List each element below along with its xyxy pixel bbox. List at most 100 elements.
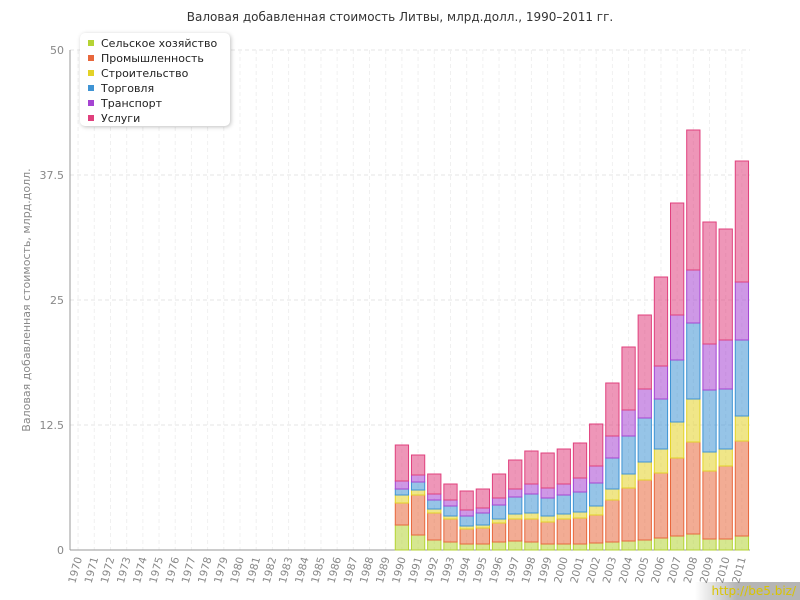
bar-segment: [475, 512, 490, 526]
bar-segment: [427, 539, 442, 551]
bar-segment: [540, 452, 555, 489]
bar-segment: [718, 388, 733, 450]
bar-segment: [524, 450, 539, 485]
bar-segment: [718, 448, 733, 467]
legend-item[interactable]: Торговля: [88, 82, 154, 97]
bar-segment: [637, 539, 652, 551]
bar-segment: [427, 473, 442, 495]
bar-segment: [718, 465, 733, 540]
bar-segment: [556, 513, 571, 520]
bar-segment: [524, 512, 539, 520]
bar-segment: [540, 497, 555, 517]
bar-segment: [605, 541, 620, 551]
bar-segment: [686, 322, 701, 400]
legend-swatch: [88, 85, 94, 91]
bar-segment: [572, 517, 588, 545]
bar-segment: [459, 515, 474, 527]
bar-segment: [653, 365, 669, 400]
legend-label: Строительство: [101, 67, 189, 80]
bar-segment: [686, 398, 701, 443]
bar-segment: [686, 129, 701, 271]
bar-segment: [702, 389, 717, 453]
bar-segment: [686, 441, 701, 535]
legend-swatch: [88, 40, 94, 46]
bar-segment: [491, 473, 507, 499]
bar-segment: [621, 409, 636, 437]
bar-segment: [508, 496, 523, 515]
bar-segment: [686, 533, 701, 551]
bar-segment: [475, 543, 490, 551]
legend-item[interactable]: Промышленность: [88, 52, 204, 67]
bar-segment: [702, 470, 717, 540]
bar-segment: [443, 499, 458, 507]
bar-segment: [410, 454, 426, 476]
legend-swatch: [88, 70, 94, 76]
legend-item[interactable]: Услуги: [88, 112, 140, 127]
bar-segment: [734, 440, 750, 537]
bar-segment: [718, 339, 733, 390]
legend-label: Промышленность: [101, 52, 204, 65]
bar-segment: [556, 448, 571, 485]
bar-segment: [670, 457, 685, 537]
bar-segment: [508, 513, 523, 520]
bar-segment: [572, 442, 588, 479]
bar-segment: [605, 435, 620, 459]
bar-segment: [508, 518, 523, 542]
bar-segment: [670, 421, 685, 459]
bar-segment: [653, 448, 669, 474]
bar-segment: [734, 415, 750, 442]
bar-segment: [621, 487, 636, 542]
bar-segment: [394, 480, 410, 490]
x-tick-label: 2011: [730, 556, 749, 585]
bar-segment: [605, 382, 620, 437]
legend-item[interactable]: Транспорт: [88, 97, 162, 112]
bar-segment: [637, 388, 652, 419]
legend-label: Транспорт: [101, 97, 162, 110]
bar-segment: [427, 499, 442, 510]
watermark: http://be5.biz/: [695, 582, 800, 600]
legend-swatch: [88, 55, 94, 61]
bar-segment: [459, 528, 474, 545]
bar-segment: [491, 541, 507, 551]
bar-segment: [702, 451, 717, 472]
bar-segment: [702, 343, 717, 391]
bar-segment: [394, 488, 410, 496]
legend-swatch: [88, 100, 94, 106]
bar-segment: [508, 459, 523, 490]
bar-segment: [443, 541, 458, 551]
bar-segment: [427, 512, 442, 541]
bar-segment: [572, 543, 588, 551]
bar-segment: [556, 518, 571, 545]
bar-segment: [605, 488, 620, 501]
bar-segment: [734, 339, 750, 417]
bar-segment: [491, 497, 507, 506]
bar-segment: [394, 524, 410, 551]
bar-segment: [556, 494, 571, 515]
bar-segment: [734, 160, 750, 283]
legend-swatch: [88, 115, 94, 121]
bar-segment: [556, 543, 571, 551]
chart-title: Валовая добавленная стоимость Литвы, млр…: [186, 10, 614, 24]
bar-segment: [524, 483, 539, 495]
bar-segment: [540, 543, 555, 551]
bar-segment: [475, 527, 490, 545]
legend-item[interactable]: Строительство: [88, 67, 188, 82]
bar-segment: [670, 314, 685, 361]
bar-segment: [556, 483, 571, 496]
bar-segment: [637, 417, 652, 463]
bar-segment: [410, 489, 426, 496]
bar-segment: [605, 457, 620, 490]
bar-segment: [491, 504, 507, 520]
bar-segment: [605, 499, 620, 543]
bar-segment: [410, 534, 426, 551]
y-tick-label: 37.5: [40, 169, 65, 182]
bar-segment: [524, 493, 539, 514]
bar-segment: [670, 535, 685, 551]
bar-segment: [589, 505, 604, 516]
legend-item[interactable]: Сельское хозяйство: [88, 37, 217, 52]
y-tick-label: 50: [50, 44, 64, 57]
bar-segment: [427, 493, 442, 501]
bar-segment: [443, 505, 458, 517]
legend-label: Сельское хозяйство: [101, 37, 218, 50]
